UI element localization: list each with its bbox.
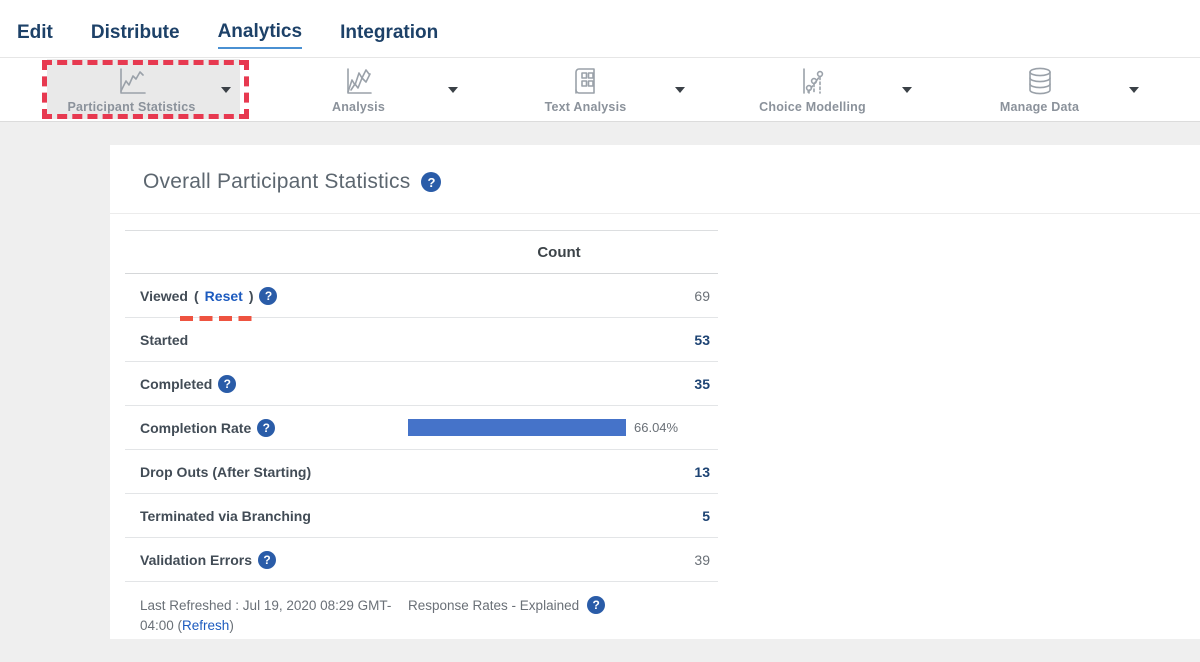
row-label: Terminated via Branching	[140, 507, 311, 524]
help-icon[interactable]: ?	[218, 374, 237, 393]
selected-highlight	[47, 59, 240, 119]
row-label: Completed?	[140, 374, 400, 393]
toolbar-item-manage-data[interactable]: Manage Data	[926, 58, 1153, 121]
toolbar: Participant Statistics Analysis Text Analy…	[0, 57, 1200, 122]
line-chart-icon	[114, 66, 150, 96]
chevron-down-icon[interactable]	[448, 87, 458, 93]
table-row: Drop Outs (After Starting) 13	[125, 450, 718, 494]
reset-link[interactable]: Reset	[204, 287, 243, 304]
toolbar-item-text-analysis[interactable]: Text Analysis	[472, 58, 699, 121]
toolbar-item-label: Choice Modelling	[759, 99, 866, 114]
nav-link-analytics[interactable]: Analytics	[217, 21, 303, 49]
table-row: Completion Rate? 66.04%	[125, 406, 718, 450]
toolbar-item-label: Manage Data	[999, 99, 1080, 114]
help-icon[interactable]: ?	[257, 418, 276, 437]
content-panel: Overall Participant Statistics ? Count V…	[110, 145, 1200, 639]
panel-header: Overall Participant Statistics ?	[110, 145, 1200, 214]
help-icon[interactable]: ?	[421, 172, 442, 192]
completion-rate-cell: 66.04%	[400, 419, 718, 436]
refresh-link[interactable]: Refresh	[182, 618, 230, 634]
toolbar-item-participant-statistics[interactable]: Participant Statistics	[18, 58, 249, 121]
count-value: 35	[694, 375, 710, 392]
count-value: 53	[694, 331, 710, 348]
help-icon[interactable]: ?	[587, 596, 606, 614]
scatter-model-icon	[795, 66, 831, 96]
database-icon	[1022, 66, 1058, 96]
page-title: Overall Participant Statistics	[143, 170, 411, 193]
top-nav: Edit Distribute Analytics Integration	[0, 0, 1200, 57]
table-footer: Last Refreshed : Jul 19, 2020 08:29 GMT-…	[125, 582, 718, 637]
completion-rate-bar	[408, 419, 626, 436]
row-label: Drop Outs (After Starting)	[140, 463, 312, 480]
table-row: Viewed(Reset)? 69	[125, 274, 718, 321]
nav-link-integration[interactable]: Integration	[340, 21, 439, 43]
count-column-header: Count	[537, 243, 581, 261]
table-row: Started 53	[125, 318, 718, 362]
table-row: Validation Errors? 39	[125, 538, 718, 582]
help-icon[interactable]: ?	[259, 286, 278, 305]
count-value: 69	[694, 287, 710, 304]
chevron-down-icon[interactable]	[1129, 87, 1139, 93]
table-header-row: Count	[125, 230, 718, 274]
annotation-red-dashed-underline	[180, 315, 252, 321]
nav-link-edit[interactable]: Edit	[17, 21, 53, 43]
nav-link-distribute[interactable]: Distribute	[90, 21, 180, 43]
toolbar-item-label: Participant Statistics	[67, 99, 196, 114]
chevron-down-icon[interactable]	[675, 87, 685, 93]
help-icon[interactable]: ?	[258, 550, 277, 569]
table-row: Completed? 35	[125, 362, 718, 406]
row-label: Validation Errors?	[140, 550, 400, 569]
count-value: 39	[694, 551, 710, 568]
response-rates-explained: Response Rates - Explained ?	[400, 596, 718, 614]
toolbar-item-analysis[interactable]: Analysis	[245, 58, 472, 121]
table-row: Terminated via Branching 5	[125, 494, 718, 538]
row-label: Completion Rate?	[140, 418, 400, 437]
count-value: 13	[694, 463, 710, 480]
row-label: Started	[140, 331, 189, 348]
toolbar-item-choice-modelling[interactable]: Choice Modelling	[699, 58, 926, 121]
row-label: Viewed(Reset)?	[140, 286, 400, 321]
document-grid-icon	[568, 66, 604, 96]
table-rows: Viewed(Reset)? 69 Started 53 Completed? 35 Com…	[125, 274, 718, 582]
completion-rate-value: 66.04%	[634, 420, 679, 435]
chevron-down-icon[interactable]	[221, 87, 231, 93]
count-value: 5	[702, 507, 710, 524]
toolbar-item-label: Text Analysis	[544, 99, 627, 114]
stats-table: Count Viewed(Reset)? 69 Started 53 Completed…	[125, 230, 718, 637]
chevron-down-icon[interactable]	[902, 87, 912, 93]
multi-line-chart-icon	[341, 66, 377, 96]
toolbar-item-label: Analysis	[331, 99, 386, 114]
last-refreshed-text: Last Refreshed : Jul 19, 2020 08:29 GMT-…	[140, 598, 392, 634]
